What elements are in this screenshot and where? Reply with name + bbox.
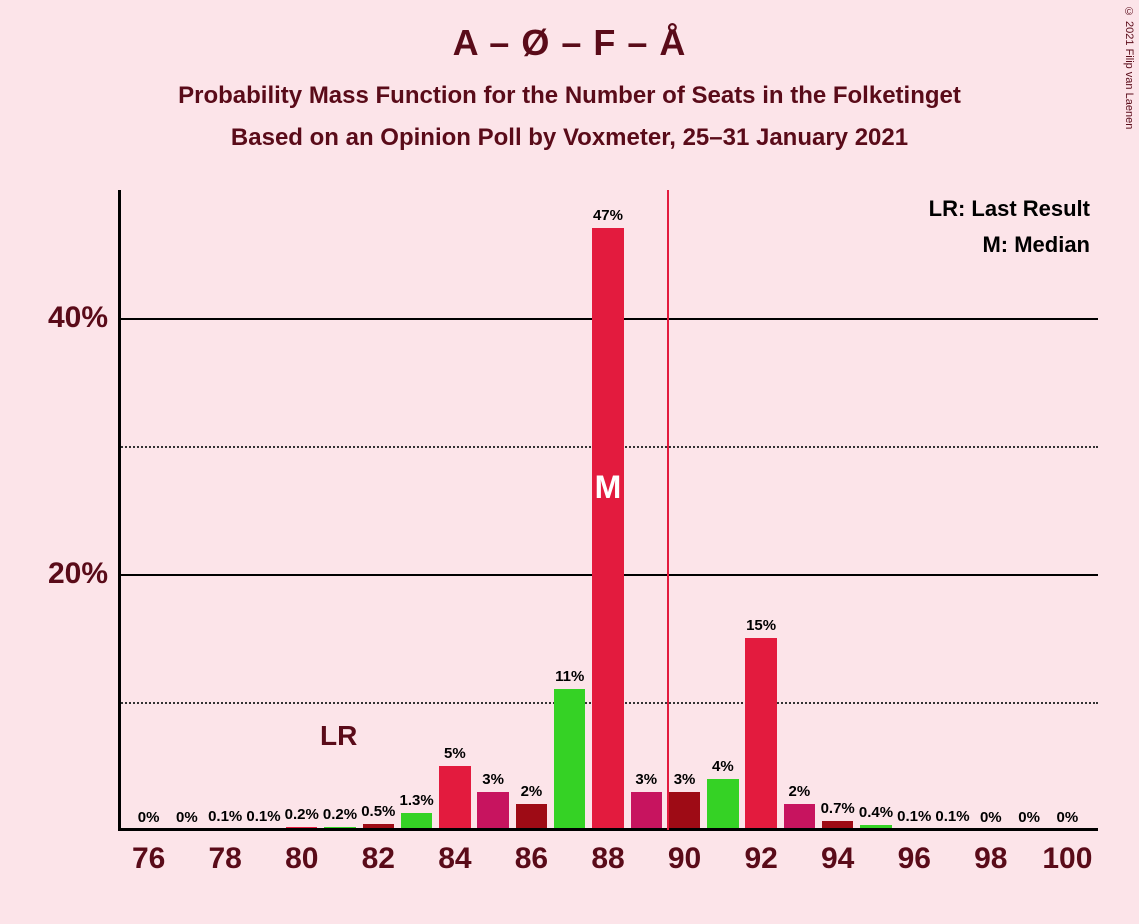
pmf-bar: 47%M: [592, 228, 623, 830]
pmf-bar: 3%: [477, 792, 508, 830]
x-axis-tick-label: 98: [974, 830, 1007, 876]
pmf-bar-label: 3%: [635, 771, 657, 792]
chart-subtitle-1: Probability Mass Function for the Number…: [0, 64, 1139, 110]
pmf-bar-label: 4%: [712, 758, 734, 779]
pmf-bar-label: 0.4%: [859, 804, 893, 825]
pmf-bar: 11%: [554, 689, 585, 830]
x-axis-tick-label: 84: [438, 830, 471, 876]
pmf-bar: 15%: [745, 638, 776, 830]
pmf-bar-label: 0.5%: [361, 803, 395, 824]
legend: LR: Last Result M: Median: [929, 196, 1090, 258]
pmf-bar-label: 2%: [789, 783, 811, 804]
pmf-bar-label: 0.1%: [935, 808, 969, 829]
median-marker: M: [595, 469, 622, 506]
x-axis-tick-label: 100: [1042, 830, 1092, 876]
pmf-bar-label: 47%: [593, 207, 623, 228]
pmf-bar-label: 0.1%: [246, 808, 280, 829]
chart-subtitle-2: Based on an Opinion Poll by Voxmeter, 25…: [0, 110, 1139, 152]
x-axis-tick-label: 78: [209, 830, 242, 876]
y-axis-tick-label: 40%: [48, 301, 118, 335]
chart-title: A – Ø – F – Å: [0, 0, 1139, 64]
x-axis-tick-label: 88: [591, 830, 624, 876]
pmf-bar-label: 1.3%: [399, 792, 433, 813]
pmf-bar-label: 0.1%: [897, 808, 931, 829]
x-axis-tick-label: 76: [132, 830, 165, 876]
x-axis-tick-label: 82: [362, 830, 395, 876]
pmf-bar-label: 0%: [138, 809, 160, 830]
pmf-bar: 5%: [439, 766, 470, 830]
legend-median: M: Median: [929, 232, 1090, 258]
pmf-bar-label: 11%: [555, 668, 584, 689]
pmf-bar-label: 3%: [482, 771, 504, 792]
pmf-bar-label: 0%: [1057, 809, 1079, 830]
pmf-bar: 2%: [784, 804, 815, 830]
pmf-bar-label: 15%: [746, 617, 776, 638]
pmf-bar-label: 0.7%: [821, 800, 855, 821]
x-axis-tick-label: 92: [744, 830, 777, 876]
last-result-marker: LR: [320, 720, 357, 752]
pmf-bar-label: 0%: [176, 809, 198, 830]
pmf-bar-label: 3%: [674, 771, 696, 792]
pmf-bar-label: 2%: [521, 783, 543, 804]
pmf-bar: 3%: [631, 792, 662, 830]
x-axis-tick-label: 80: [285, 830, 318, 876]
pmf-bar: 4%: [707, 779, 738, 830]
copyright-text: © 2021 Filip van Laenen: [1123, 6, 1135, 129]
pmf-bar-label: 5%: [444, 745, 466, 766]
x-axis-tick-label: 90: [668, 830, 701, 876]
majority-line: [667, 190, 669, 830]
y-axis-tick-label: 20%: [48, 557, 118, 591]
legend-last-result: LR: Last Result: [929, 196, 1090, 222]
pmf-bar-label: 0%: [980, 809, 1002, 830]
pmf-bar: 3%: [669, 792, 700, 830]
pmf-bar: 2%: [516, 804, 547, 830]
x-axis-tick-label: 86: [515, 830, 548, 876]
y-axis: [118, 190, 121, 830]
chart-plot-area: 20%40%0%0%0.1%0.1%0.2%0.2%0.5%1.3%5%3%2%…: [118, 190, 1098, 830]
x-axis-tick-label: 96: [898, 830, 931, 876]
x-axis-tick-label: 94: [821, 830, 854, 876]
pmf-bar-label: 0.1%: [208, 808, 242, 829]
pmf-bar-label: 0%: [1018, 809, 1040, 830]
pmf-bar-label: 0.2%: [323, 806, 357, 827]
pmf-bar-label: 0.2%: [285, 806, 319, 827]
